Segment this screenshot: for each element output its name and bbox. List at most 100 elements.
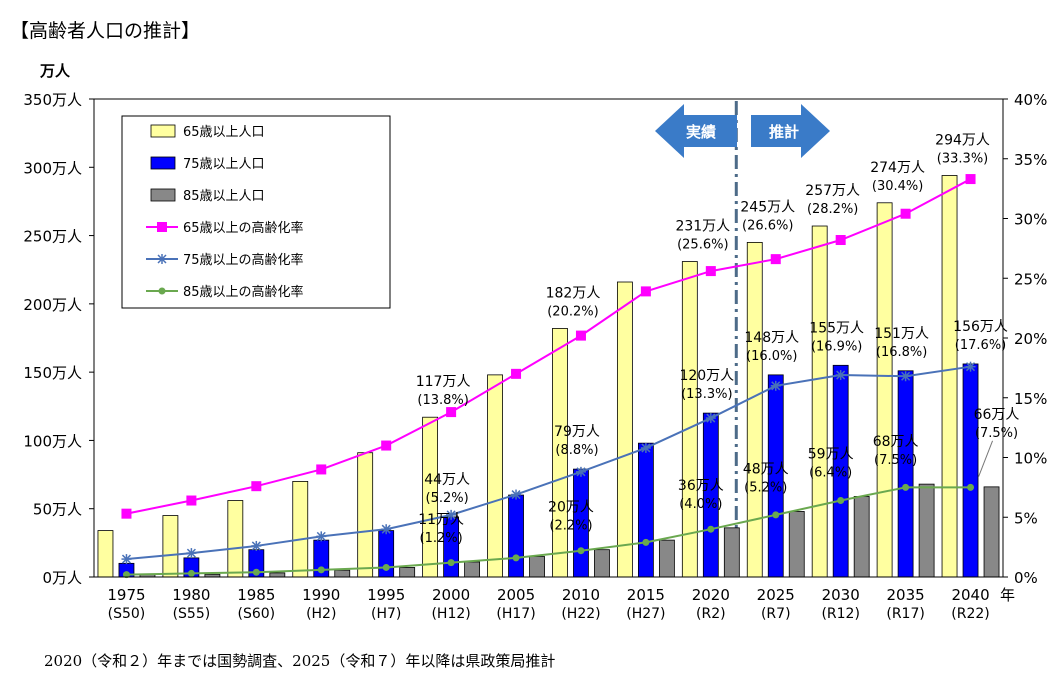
marker-rate75 (446, 509, 457, 520)
data-label-rate: (17.6%) (955, 338, 1006, 353)
right-tick-label: 20% (1014, 330, 1047, 348)
data-label-rate: (16.9%) (811, 339, 862, 354)
data-label-value: 274万人 (870, 160, 925, 176)
marker-rate65 (316, 464, 327, 475)
data-label-value: 117万人 (416, 374, 471, 390)
marker-rate85 (967, 483, 975, 491)
marker-rate65 (186, 495, 197, 506)
x-era-label: (H17) (496, 606, 535, 622)
legend-swatch (150, 124, 176, 138)
data-label-pop85: 48万人 (5.2%) (743, 461, 789, 495)
legend-marker (157, 254, 167, 264)
marker-rate75 (511, 489, 522, 500)
data-label-value: 20万人 (548, 500, 594, 516)
marker-rate75 (835, 370, 846, 381)
marker-rate75 (186, 548, 197, 559)
data-label-value: 231万人 (675, 219, 730, 235)
x-tick-label: 2005 (497, 586, 535, 604)
data-label-value: 44万人 (424, 472, 470, 488)
right-tick-label: 30% (1014, 211, 1047, 229)
projection-arrow (751, 104, 830, 158)
data-label-value: 11万人 (418, 512, 464, 528)
data-label-pop75: 155万人 (16.9%) (809, 320, 864, 354)
marker-rate85 (187, 569, 195, 577)
data-label-pop65: 294万人 (33.3%) (935, 132, 990, 166)
bar-pop85 (918, 483, 935, 578)
marker-rate65 (121, 508, 132, 519)
legend-swatch (150, 188, 176, 202)
star-stroke (836, 370, 846, 380)
marker-rate75 (900, 371, 911, 382)
bar-pop85 (723, 527, 740, 578)
left-tick-label: 50万人 (33, 501, 82, 519)
x-era-label: (R2) (696, 606, 726, 622)
left-tick-label: 200万人 (23, 296, 82, 314)
star-stroke (157, 254, 167, 264)
x-tick-label: 2000 (432, 586, 470, 604)
legend-label: 75歳以上の高齢化率 (183, 252, 304, 268)
left-tick-label: 300万人 (23, 159, 82, 177)
left-tick-label: 100万人 (23, 432, 82, 450)
data-label-value: 151万人 (874, 326, 929, 342)
data-label-rate: (7.5%) (874, 453, 917, 468)
marker-rate85 (837, 497, 845, 505)
data-label-rate: (13.3%) (681, 387, 732, 402)
bar-pop65 (746, 241, 763, 578)
data-label-value: 59万人 (808, 446, 854, 462)
marker-rate65 (900, 208, 911, 219)
data-label-value: 156万人 (953, 319, 1008, 335)
star-stroke (901, 371, 911, 381)
bar-pop85 (594, 549, 610, 578)
x-tick-label: 2015 (627, 586, 665, 604)
x-tick-label: 2010 (562, 586, 600, 604)
legend-label: 65歳以上人口 (183, 125, 265, 140)
star-stroke (641, 443, 651, 453)
data-label-value: 66万人 (974, 407, 1020, 423)
data-label-pop65: 257万人 (28.2%) (805, 183, 860, 217)
data-label-pop85: 68万人 (7.5%) (873, 434, 919, 468)
star-stroke (186, 548, 196, 558)
data-label-pop75: 44万人 (5.2%) (424, 472, 470, 506)
data-label-rate: (7.5%) (975, 426, 1018, 441)
bar-pop65 (357, 452, 374, 578)
x-tick-label: 2035 (887, 586, 925, 604)
x-era-label: (H7) (371, 606, 401, 622)
data-label-value: 36万人 (678, 478, 724, 494)
marker-rate85 (382, 563, 390, 571)
marker-rate85 (252, 568, 260, 576)
data-label-pop65: 117万人 (13.8%) (416, 374, 471, 408)
data-label-value: 148万人 (744, 330, 799, 346)
bar-pop65 (876, 202, 893, 578)
marker-rate65 (835, 235, 846, 246)
data-label-pop85: 11万人 (1.2%) (418, 512, 464, 546)
data-label-rate: (33.3%) (937, 151, 988, 166)
right-tick-label: 5% (1014, 509, 1038, 527)
marker-rate75 (705, 413, 716, 424)
data-label-value: 68万人 (873, 434, 919, 450)
marker-rate85 (317, 566, 325, 574)
x-axis-unit: 年 (1000, 586, 1015, 604)
data-label-value: 294万人 (935, 132, 990, 148)
rate-lines-layer (121, 174, 976, 579)
data-label-pop85: 59万人 (6.4%) (808, 446, 854, 480)
page-title: 【高齢者人口の推計】 (10, 20, 201, 42)
data-label-pop75: 156万人 (17.6%) (953, 319, 1008, 353)
data-label-value: 79万人 (554, 424, 600, 440)
x-era-label: (H2) (306, 606, 336, 622)
star-stroke (966, 362, 976, 372)
bar-pop85 (853, 496, 870, 578)
right-tick-label: 0% (1014, 569, 1038, 587)
marker-rate85 (122, 571, 130, 579)
bar-pop75 (508, 494, 524, 578)
left-tick-label: 0万人 (42, 569, 82, 587)
data-label-rate: (25.6%) (677, 238, 728, 253)
marker-rate85 (707, 525, 715, 533)
marker-rate85 (447, 559, 455, 567)
legend-label: 75歳以上人口 (183, 157, 265, 172)
right-tick-label: 25% (1014, 270, 1047, 288)
marker-rate65 (251, 481, 262, 492)
marker-rate65 (575, 330, 586, 341)
bar-pop65 (487, 374, 503, 578)
bar-pop75 (962, 363, 979, 578)
bar-pop75 (702, 412, 719, 578)
